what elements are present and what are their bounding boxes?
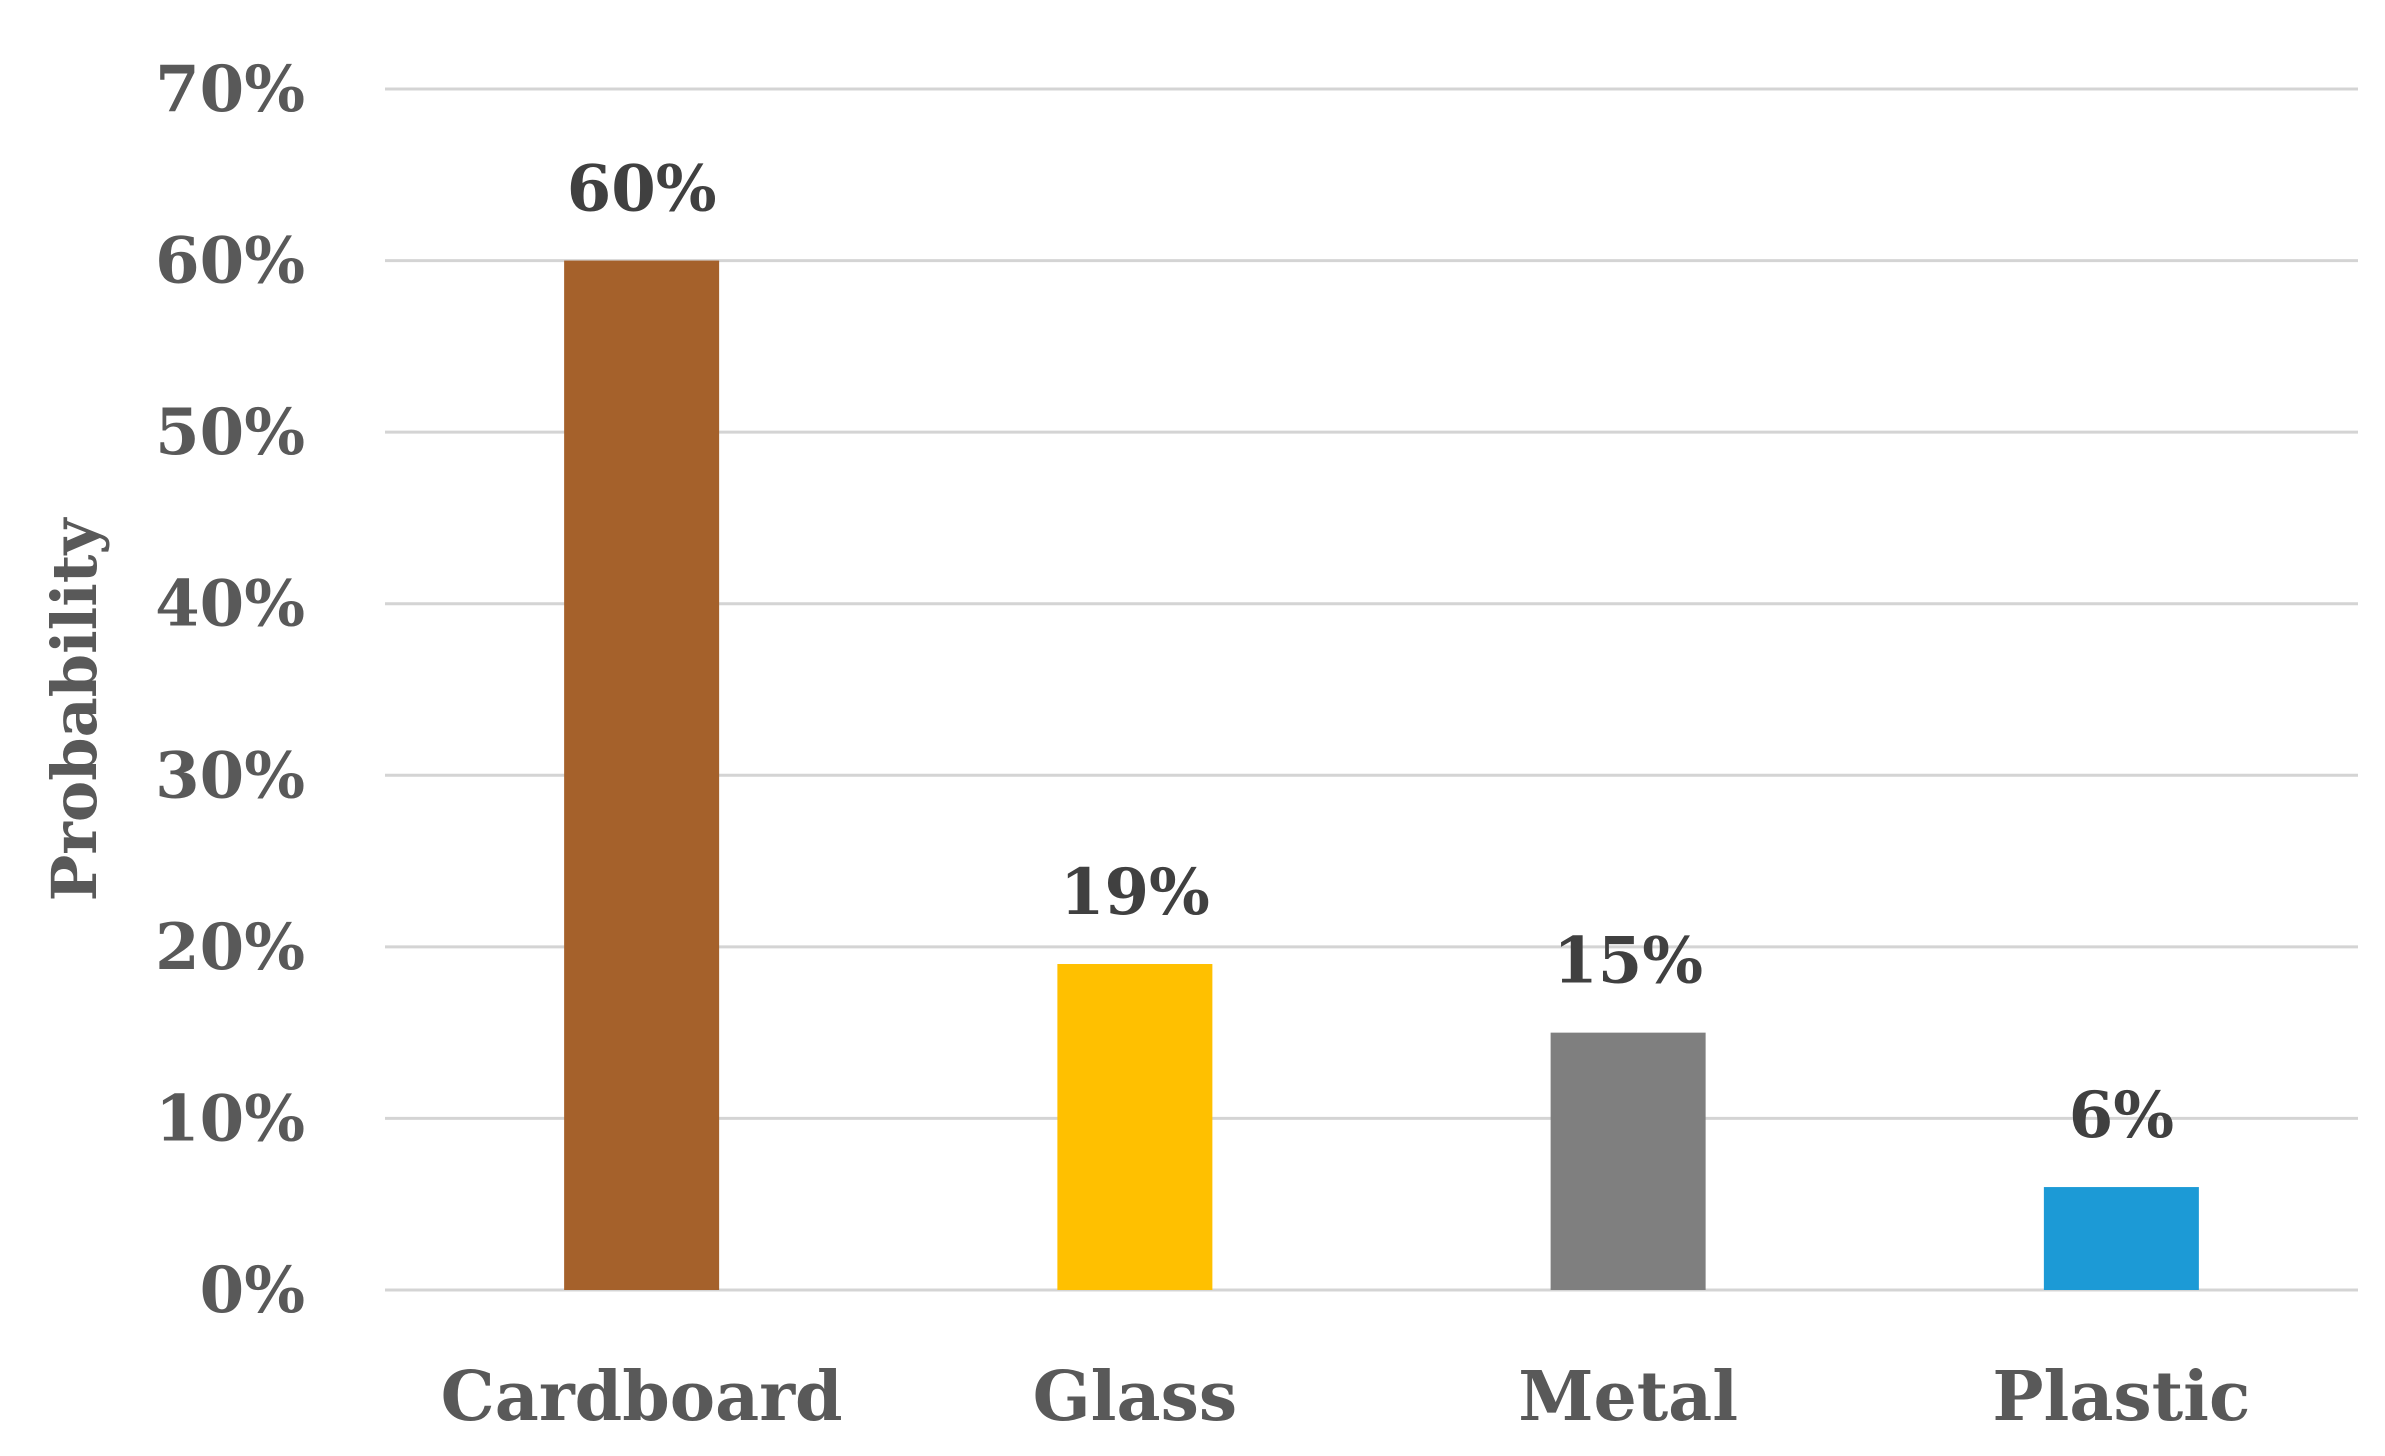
y-axis-title: Probability xyxy=(38,517,111,902)
y-tick-label: 70% xyxy=(155,52,305,127)
y-tick-label: 50% xyxy=(155,395,305,470)
y-axis-tick-labels: 0% 10% 20% 30% 40% 50% 60% 70% xyxy=(155,52,305,1328)
y-tick-label: 30% xyxy=(155,738,305,813)
y-tick-label: 20% xyxy=(155,910,305,985)
y-tick-label: 60% xyxy=(155,224,305,299)
x-tick-label: Metal xyxy=(1518,1357,1738,1437)
x-tick-label: Plastic xyxy=(1992,1357,2250,1437)
y-tick-label: 0% xyxy=(200,1253,305,1328)
data-labels: 60% 19% 15% 6% xyxy=(567,152,2174,1153)
data-label: 19% xyxy=(1060,855,1210,930)
x-tick-label: Glass xyxy=(1033,1357,1238,1437)
bar xyxy=(1550,1032,1706,1290)
x-axis-tick-labels: Cardboard Glass Metal Plastic xyxy=(441,1357,2251,1437)
data-label: 15% xyxy=(1553,924,1703,999)
data-label: 6% xyxy=(2069,1078,2174,1153)
data-label: 60% xyxy=(567,152,717,227)
y-tick-label: 40% xyxy=(155,567,305,642)
bar xyxy=(564,260,720,1291)
bars xyxy=(564,260,2199,1291)
bar xyxy=(1057,964,1213,1290)
y-tick-label: 10% xyxy=(155,1081,305,1156)
bar xyxy=(2043,1187,2199,1290)
x-tick-label: Cardboard xyxy=(441,1357,843,1437)
